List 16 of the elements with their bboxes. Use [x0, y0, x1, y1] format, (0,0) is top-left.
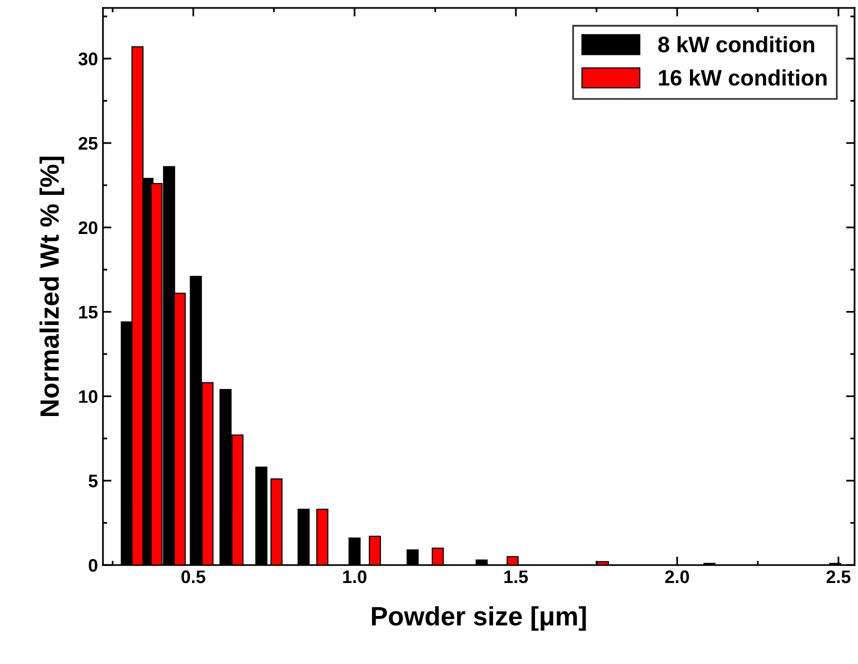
x-tick-label: 2.0 [665, 570, 689, 584]
y-tick-label: 0 [88, 559, 98, 572]
y-tick-label: 15 [79, 306, 98, 319]
legend-label: 8 kW condition [658, 36, 814, 52]
y-tick-label: 5 [88, 474, 98, 488]
y-tick-label: 30 [78, 52, 98, 66]
x-tick-label: 1.5 [504, 570, 528, 584]
x-axis-title: Powder size [μm] [372, 606, 586, 631]
y-axis-title: Normalized Wt % [%] [40, 156, 64, 416]
y-tick-label: 20 [78, 221, 98, 234]
x-tick-label: 2.5 [826, 570, 850, 584]
y-tick-label: 10 [79, 390, 98, 403]
x-tick-label: 0.5 [181, 570, 206, 584]
y-tick-label: 25 [78, 136, 98, 150]
legend-label: 16 kW condition [658, 69, 827, 86]
x-tick-label: 1.0 [343, 570, 366, 584]
